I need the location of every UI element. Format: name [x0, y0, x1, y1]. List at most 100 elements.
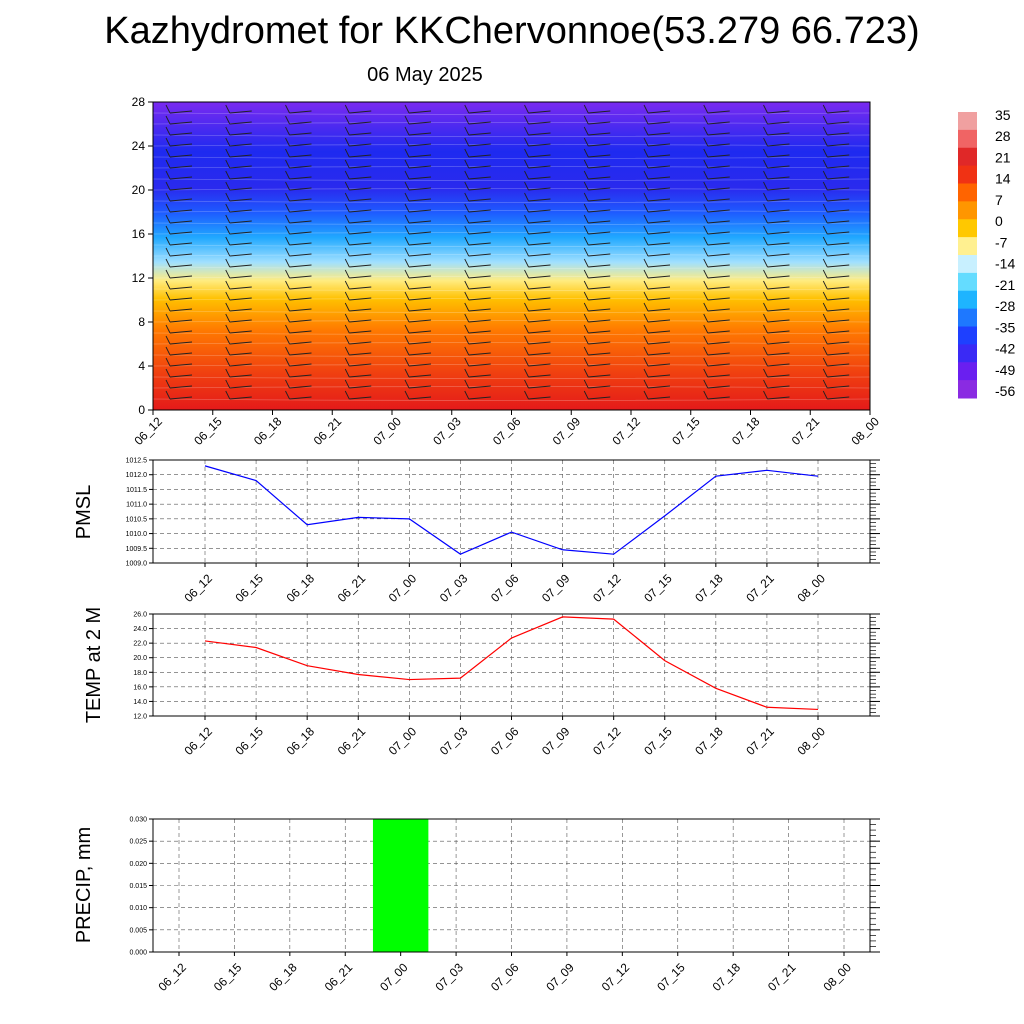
wind-barb: [169, 209, 193, 213]
wind-barb: [229, 242, 252, 246]
x-tick-label: 07_12: [590, 571, 624, 605]
wind-barb: [349, 165, 372, 169]
wind-barb-flag: [524, 104, 529, 114]
wind-barb: [229, 165, 252, 169]
wind-barb-flag: [643, 247, 649, 257]
wind-barb: [468, 110, 491, 114]
wind-barb: [528, 154, 551, 158]
wind-barb: [289, 143, 312, 147]
y-tick-label: 1012.0: [126, 472, 148, 479]
wind-barb: [647, 143, 671, 147]
wind-barb-flag: [464, 170, 470, 180]
wind-barb-flag: [344, 313, 350, 323]
wind-barb-flag: [344, 214, 350, 224]
wind-barb-flag: [404, 269, 410, 279]
wind-barb: [707, 143, 730, 147]
y-tick-label: 0.015: [129, 883, 147, 890]
wind-barb: [827, 286, 850, 290]
wind-barb-flag: [464, 258, 470, 268]
wind-barb: [707, 297, 730, 301]
chart-title: Kazhydromet for KKChervonnoe(53.279 66.7…: [104, 10, 920, 52]
wind-barb: [468, 143, 491, 147]
wind-barb: [468, 165, 491, 169]
x-tick-label: 06_21: [311, 414, 345, 448]
wind-barb: [827, 198, 850, 202]
wind-barb-flag: [404, 214, 410, 224]
wind-barb-flag: [643, 148, 649, 158]
wind-barb-flag: [643, 137, 649, 147]
wind-barb: [229, 121, 252, 125]
wind-barb: [349, 385, 372, 389]
wind-barb: [289, 176, 312, 180]
wind-barb-flag: [165, 258, 171, 268]
wind-barb-flag: [524, 335, 529, 345]
wind-barb: [647, 352, 671, 356]
wind-barb: [468, 330, 491, 334]
x-tick-label: 07_15: [641, 724, 675, 758]
wind-barb: [588, 231, 611, 235]
wind-barb-flag: [225, 346, 231, 356]
y-tick-label: 20: [132, 183, 146, 197]
wind-barb-flag: [404, 181, 410, 191]
wind-barb: [767, 110, 790, 114]
contour-line: [152, 112, 871, 115]
wind-barb-flag: [285, 302, 290, 312]
contour-line: [152, 232, 871, 235]
wind-barb-flag: [583, 280, 589, 290]
wind-barb: [647, 209, 671, 213]
wind-barb-flag: [285, 280, 290, 290]
wind-barb-flag: [285, 137, 290, 147]
precip-panel: 0.000 0.005 0.010 0.015 0.020 0.025 0.030 06_12…: [73, 817, 880, 994]
wind-barb: [289, 341, 312, 345]
wind-barb-flag: [703, 148, 709, 158]
wind-barb-flag: [285, 203, 290, 213]
wind-barb-flag: [464, 291, 470, 301]
wind-barb-flag: [524, 324, 529, 334]
wind-barb: [289, 154, 312, 158]
wind-barb: [707, 330, 730, 334]
wind-barb-flag: [703, 170, 709, 180]
wind-barb-flag: [285, 269, 290, 279]
wind-barb: [289, 264, 312, 268]
wind-barb: [229, 308, 252, 312]
wind-barb: [468, 308, 491, 312]
wind-barb: [707, 198, 730, 202]
wind-barb: [827, 330, 850, 334]
wind-barb-flag: [583, 335, 589, 345]
wind-barb-flag: [524, 291, 529, 301]
wind-barb: [289, 253, 312, 257]
wind-barb-flag: [703, 214, 709, 224]
wind-barb-flag: [643, 291, 649, 301]
wind-barb-flag: [225, 181, 231, 191]
wind-barb-flag: [404, 225, 410, 235]
x-tick-label: 06_12: [155, 960, 189, 994]
y-tick-label: 24.0: [133, 626, 147, 633]
wind-barb-flag: [822, 291, 828, 301]
wind-barb: [289, 297, 312, 301]
wind-barb: [408, 286, 432, 290]
y-tick-label: 18.0: [133, 670, 147, 677]
y-tick-label: 0: [138, 403, 145, 417]
wind-barb-flag: [285, 104, 290, 114]
wind-barb: [647, 264, 671, 268]
wind-barb-flag: [763, 379, 768, 389]
wind-barb: [349, 341, 372, 345]
wind-barb: [767, 220, 790, 224]
wind-barb: [588, 187, 611, 191]
wind-barb-flag: [703, 104, 709, 114]
wind-barb-flag: [464, 368, 470, 378]
wind-barb-flag: [524, 247, 529, 257]
colorbar-label: -56: [995, 383, 1015, 399]
wind-barb: [528, 275, 551, 279]
wind-barb: [707, 374, 730, 378]
wind-barb: [827, 308, 850, 312]
x-tick-label: 07_00: [370, 414, 404, 448]
wind-barb-flag: [285, 313, 290, 323]
wind-barb-flag: [703, 181, 709, 191]
wind-barb-flag: [344, 247, 350, 257]
wind-barb: [647, 154, 671, 158]
wind-barb: [827, 374, 850, 378]
colorbar-label: 28: [995, 128, 1011, 144]
wind-barb-flag: [225, 258, 231, 268]
wind-barb: [229, 132, 252, 136]
